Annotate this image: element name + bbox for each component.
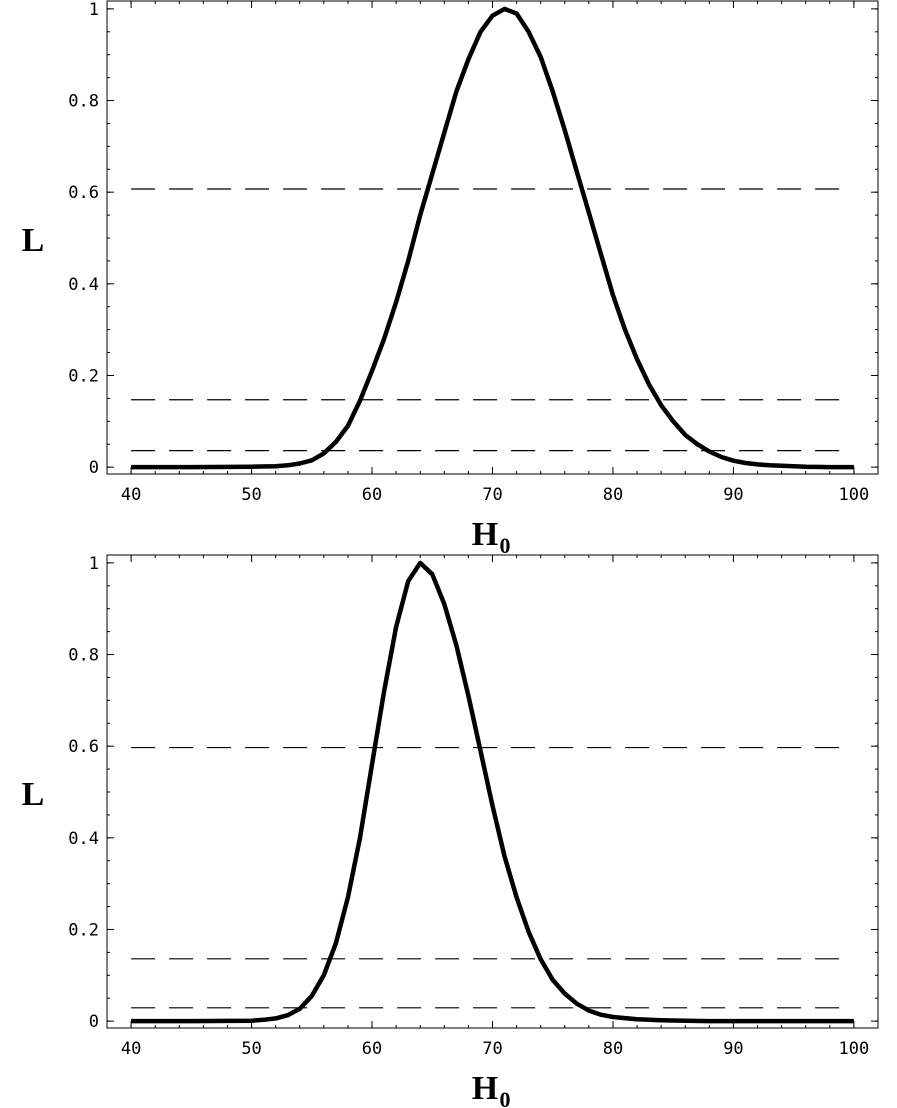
x-tick-label: 100 — [839, 1039, 870, 1059]
x-tick-label: 50 — [241, 1039, 261, 1059]
x-tick-label: 40 — [121, 1039, 141, 1059]
y-tick-label: 1 — [89, 554, 99, 574]
y-tick-label: 0.8 — [68, 646, 99, 666]
y-tick-label: 1 — [89, 0, 99, 20]
likelihood-curve — [131, 6, 854, 470]
x-axis-title-subscript: 0 — [500, 1087, 511, 1108]
x-axis-title-subscript: 0 — [500, 533, 511, 554]
y-tick-label: 0.6 — [68, 737, 99, 757]
x-axis-title: H — [472, 1070, 498, 1107]
likelihood-chart-bottom: 40 50 60 70 80 90 100 0 0.2 0.4 0.6 0.8 1 L H 0 — [0, 554, 897, 1108]
x-tick-label: 90 — [723, 1039, 743, 1059]
plot-frame — [106, 554, 879, 1029]
y-tick-label: 0.4 — [68, 829, 99, 849]
x-axis-title: H — [472, 516, 498, 553]
x-tick-label: 70 — [482, 485, 502, 505]
x-tick-label: 100 — [839, 485, 870, 505]
x-tick-label: 60 — [362, 485, 382, 505]
x-tick-label: 40 — [121, 485, 141, 505]
x-tick-label: 60 — [362, 1039, 382, 1059]
x-tick-label: 90 — [723, 485, 743, 505]
x-tick-label: 70 — [482, 1039, 502, 1059]
y-tick-label: 0.4 — [68, 275, 99, 295]
y-axis-title: L — [22, 776, 45, 813]
y-tick-label: 0 — [89, 458, 99, 478]
y-tick-label: 0.2 — [68, 366, 99, 386]
x-tick-label: 80 — [603, 485, 623, 505]
plot-frame — [106, 0, 879, 475]
likelihood-chart-top: 40 50 60 70 80 90 100 0 0.2 0.4 0.6 0.8 1 L H 0 — [22, 0, 879, 554]
x-tick-label: 50 — [241, 485, 261, 505]
y-tick-label: 0.2 — [68, 920, 99, 940]
y-tick-label: 0.6 — [68, 183, 99, 203]
likelihood-curve — [131, 560, 854, 1024]
y-tick-label: 0 — [89, 1012, 99, 1032]
y-axis-title: L — [22, 222, 45, 259]
y-tick-label: 0.8 — [68, 92, 99, 112]
x-tick-label: 80 — [603, 1039, 623, 1059]
